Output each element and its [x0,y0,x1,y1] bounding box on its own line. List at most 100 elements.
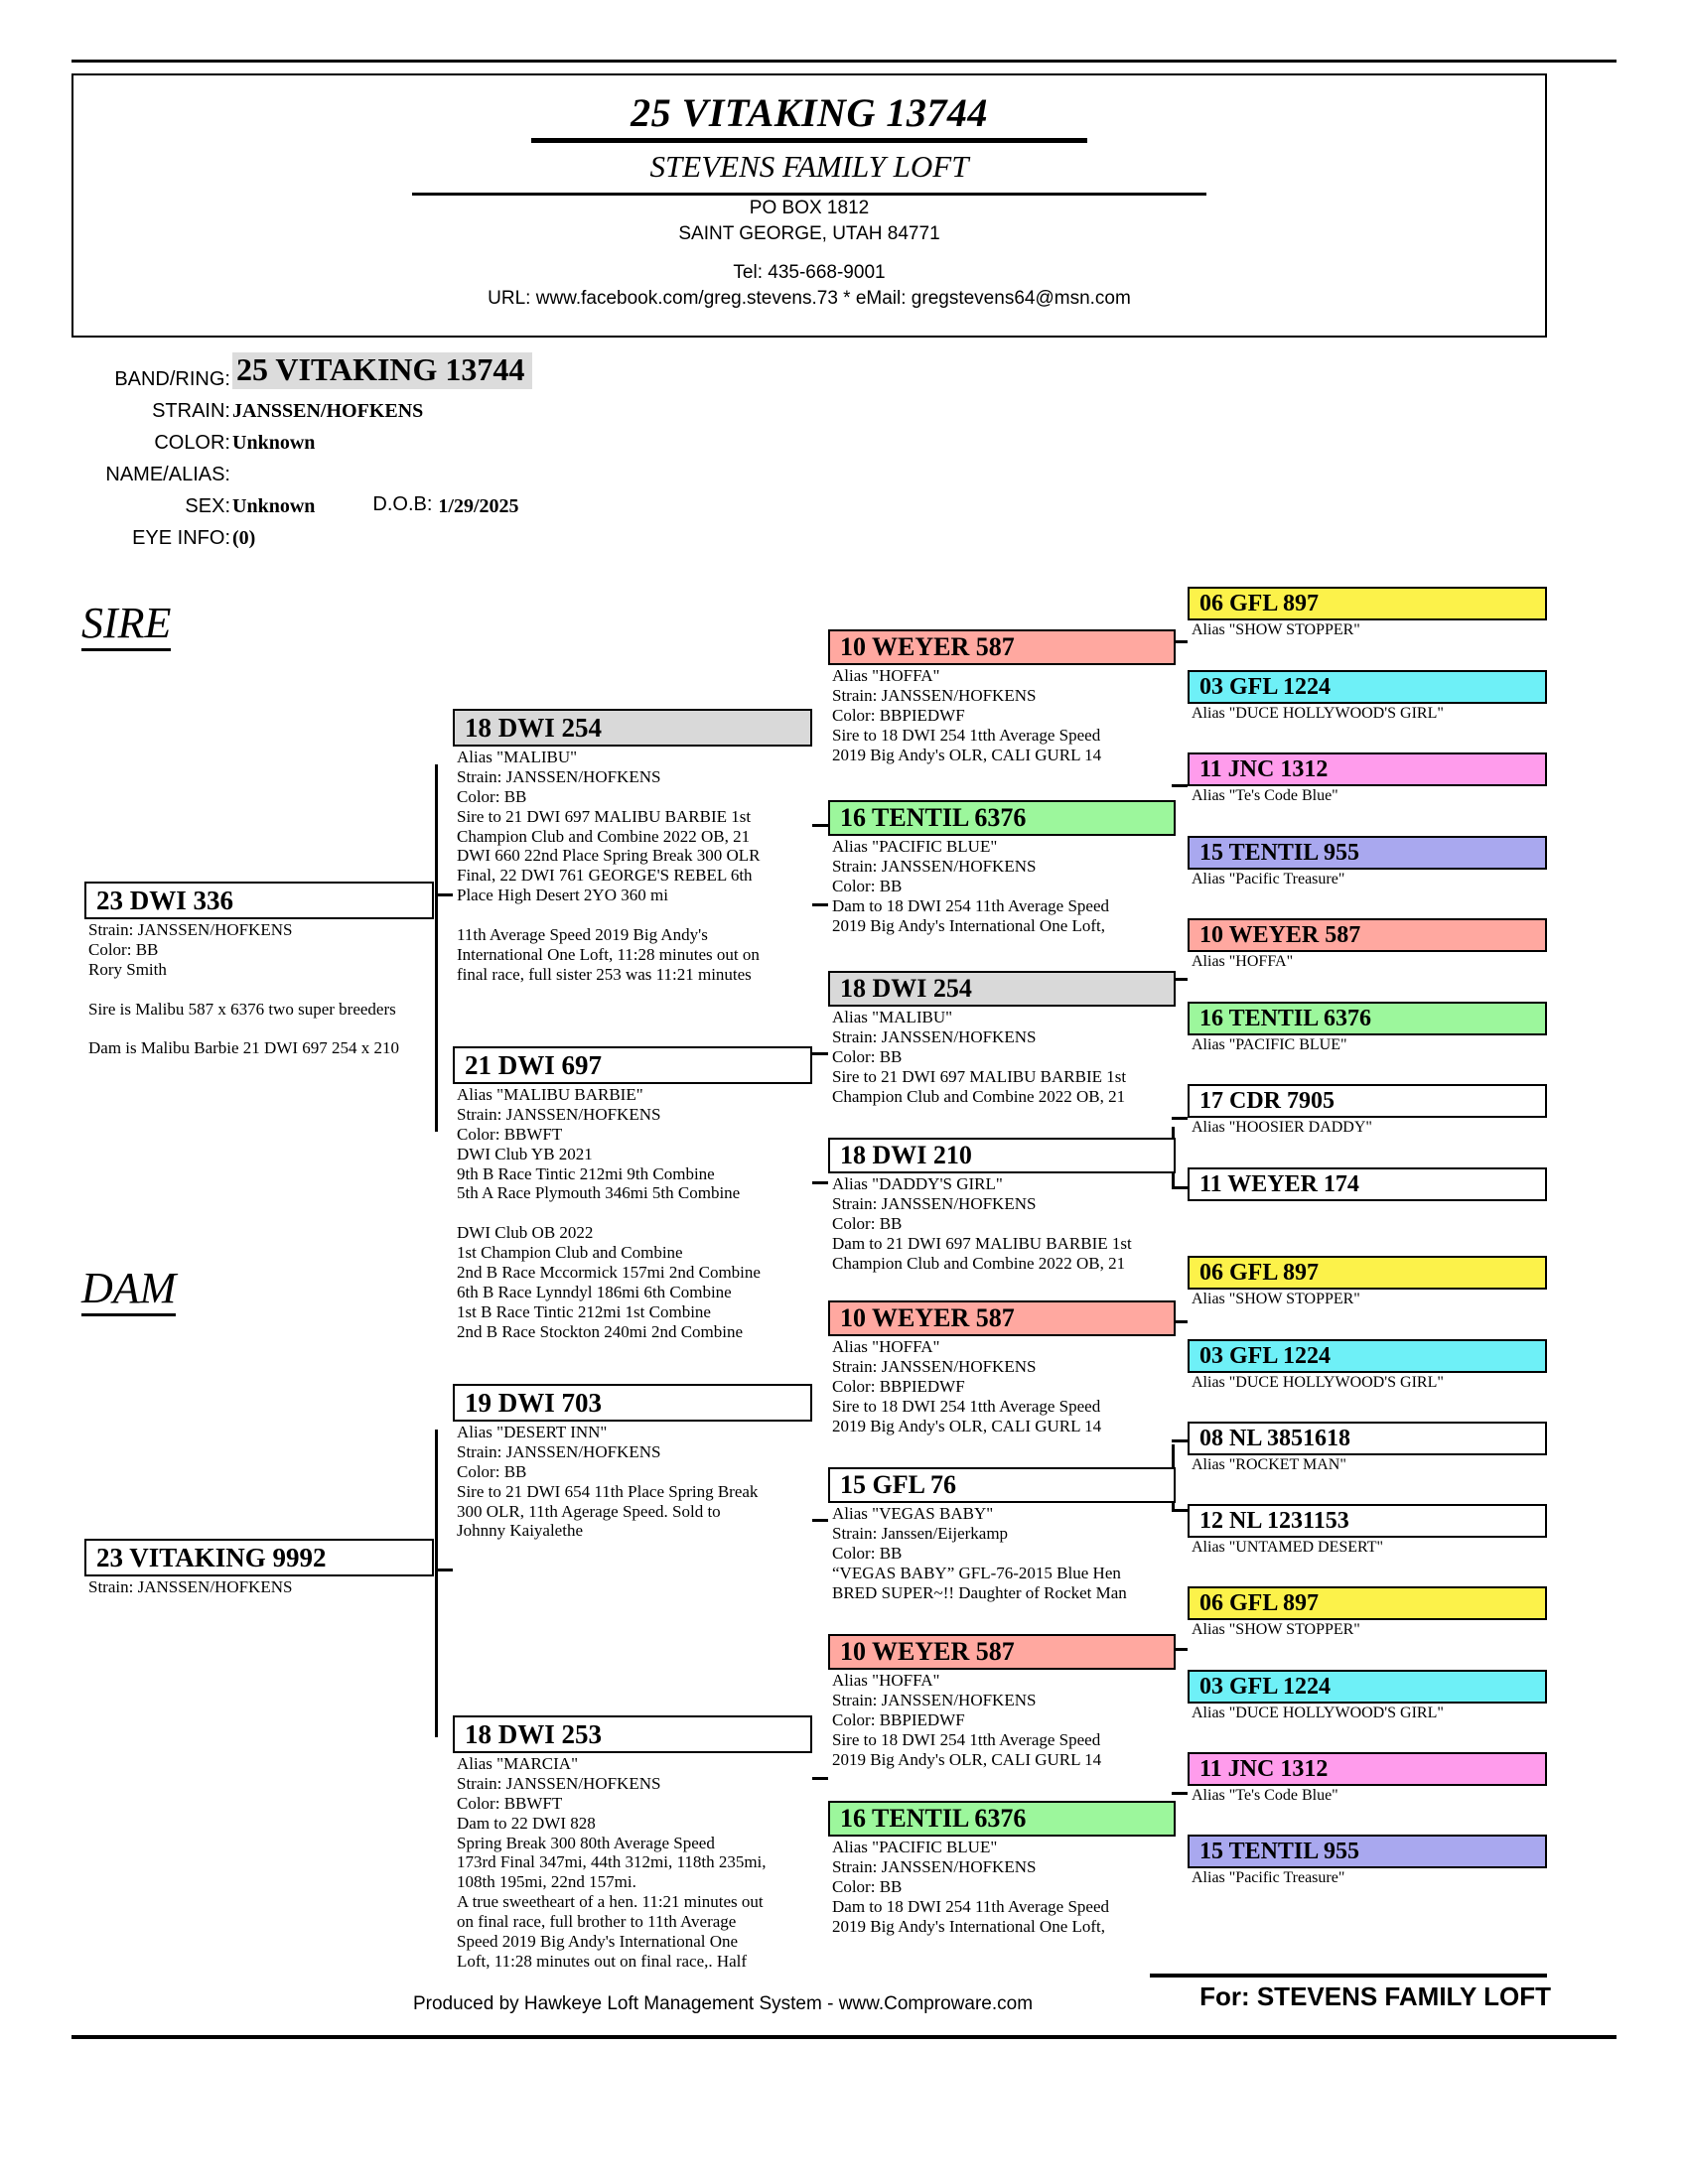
dam-gen4-body-5: Alias "SHOW STOPPER" [1192,1621,1360,1638]
sire-gen4-body-7: Alias "HOOSIER DADDY" [1192,1119,1372,1136]
eye-info-value: (0) [232,527,256,549]
sire-gen4-title-4: 15 TENTIL 955 [1188,836,1547,870]
dam-gen4-box-5[interactable]: 06 GFL 897 Alias "SHOW STOPPER" [1188,1586,1547,1640]
sire-gen4-body-3: Alias "Te's Code Blue" [1192,787,1338,804]
dam-gen4-body-3: Alias "ROCKET MAN" [1192,1456,1346,1473]
connector-g4-stub-8 [1172,1509,1188,1512]
sire-gen4-body-4: Alias "Pacific Treasure" [1192,871,1345,887]
sire-gen3-title-1: 10 WEYER 587 [828,629,1176,665]
strain-value: JANSSEN/HOFKENS [232,400,424,422]
sire-gen4-box-1[interactable]: 06 GFL 897 Alias "SHOW STOPPER" [1188,587,1547,640]
sire-gen1-box[interactable]: 23 DWI 336 Strain: JANSSEN/HOFKENS Color… [84,882,434,1058]
sire-gen4-body-6: Alias "PACIFIC BLUE" [1192,1036,1347,1053]
dam-gen2-sire-box[interactable]: 19 DWI 703 Alias "DESERT INN" Strain: JA… [453,1384,812,1541]
sire-gen4-box-8[interactable]: 11 WEYER 174 [1188,1167,1547,1202]
dam-gen4-title-2: 03 GFL 1224 [1188,1339,1547,1373]
dam-gen4-box-4[interactable]: 12 NL 1231153 Alias "UNTAMED DESERT" [1188,1504,1547,1558]
dam-gen4-title-7: 11 JNC 1312 [1188,1752,1547,1786]
footer-produced-by: Produced by Hawkeye Loft Management Syst… [412,1993,1034,2014]
connector-dam-703-stub [812,1519,828,1522]
sire-gen2-sire-title: 18 DWI 254 [453,709,812,747]
sire-gen4-box-3[interactable]: 11 JNC 1312 Alias "Te's Code Blue" [1188,752,1547,806]
sire-gen3-body-2: Alias "PACIFIC BLUE" Strain: JANSSEN/HOF… [832,837,1110,935]
dam-gen2-dam-box[interactable]: 18 DWI 253 Alias "MARCIA" Strain: JANSSE… [453,1715,812,1972]
sire-gen3-box-4[interactable]: 18 DWI 210 Alias "DADDY'S GIRL" Strain: … [828,1138,1176,1273]
dob-value: 1/29/2025 [438,495,519,517]
sire-gen2-sire-body: Alias "MALIBU" Strain: JANSSEN/HOFKENS C… [457,748,761,984]
dam-gen3-box-1[interactable]: 10 WEYER 587 Alias "HOFFA" Strain: JANSS… [828,1300,1176,1435]
dam-gen4-box-7[interactable]: 11 JNC 1312 Alias "Te's Code Blue" [1188,1752,1547,1806]
dam-gen2-dam-title: 18 DWI 253 [453,1715,812,1753]
dam-gen3-box-3[interactable]: 10 WEYER 587 Alias "HOFFA" Strain: JANSS… [828,1634,1176,1769]
connector-g4-stub-3 [1172,978,1188,981]
dam-gen1-box[interactable]: 23 VITAKING 9992 Strain: JANSSEN/HOFKENS [84,1539,434,1597]
bird-info-block: BAND/RING: 25 VITAKING 13744 STRAIN: JAN… [71,345,965,548]
dam-gen2-sire-title: 19 DWI 703 [453,1384,812,1422]
sire-gen3-box-1[interactable]: 10 WEYER 587 Alias "HOFFA" Strain: JANSS… [828,629,1176,764]
sire-gen4-title-3: 11 JNC 1312 [1188,752,1547,786]
strain-label: STRAIN: [152,400,230,422]
sire-gen2-dam-box[interactable]: 21 DWI 697 Alias "MALIBU BARBIE" Strain:… [453,1046,812,1341]
dam-gen3-title-1: 10 WEYER 587 [828,1300,1176,1336]
sire-gen4-body-1: Alias "SHOW STOPPER" [1192,621,1360,638]
dam-section-label: DAM [81,1263,177,1316]
sire-gen4-box-4[interactable]: 15 TENTIL 955 Alias "Pacific Treasure" [1188,836,1547,889]
loft-name: STEVENS FAMILY LOFT [649,149,969,184]
sex-label: SEX: [185,495,230,517]
header-top-rule [71,60,1617,63]
dam-gen4-body-6: Alias "DUCE HOLLYWOOD'S GIRL" [1192,1705,1444,1721]
footer-for-rule [1150,1974,1547,1978]
dam-gen3-body-4: Alias "PACIFIC BLUE" Strain: JANSSEN/HOF… [832,1838,1110,1936]
dam-gen4-body-2: Alias "DUCE HOLLYWOOD'S GIRL" [1192,1374,1444,1391]
dam-gen4-box-1[interactable]: 06 GFL 897 Alias "SHOW STOPPER" [1188,1256,1547,1309]
name-alias-label: NAME/ALIAS: [105,464,230,485]
connector-g4-stub-10 [1172,1792,1188,1795]
sire-gen4-body-8 [1188,1201,1547,1202]
sire-section-label: SIRE [81,598,172,651]
connector-g4-stub-9 [1172,1648,1188,1651]
sire-gen4-body-2: Alias "DUCE HOLLYWOOD'S GIRL" [1192,705,1444,722]
connector-g4-stub-4 [1172,1117,1188,1120]
dam-gen4-box-3[interactable]: 08 NL 3851618 Alias "ROCKET MAN" [1188,1422,1547,1475]
dam-gen3-box-4[interactable]: 16 TENTIL 6376 Alias "PACIFIC BLUE" Stra… [828,1801,1176,1936]
dam-gen4-body-1: Alias "SHOW STOPPER" [1192,1291,1360,1307]
connector-sire-254-stub2 [812,903,828,906]
loft-name-underline [412,193,1206,196]
connector-g4-stub-2 [1172,784,1188,787]
connector-sire-697-stub2 [812,1181,828,1184]
dam-gen4-title-3: 08 NL 3851618 [1188,1422,1547,1455]
header-box: 25 VITAKING 13744 STEVENS FAMILY LOFT PO… [71,73,1547,338]
sire-gen3-box-3[interactable]: 18 DWI 254 Alias "MALIBU" Strain: JANSSE… [828,971,1176,1106]
sire-gen4-box-6[interactable]: 16 TENTIL 6376 Alias "PACIFIC BLUE" [1188,1002,1547,1055]
connector-sire-gen2-vert [435,764,438,1132]
sire-gen2-dam-body: Alias "MALIBU BARBIE" Strain: JANSSEN/HO… [457,1085,761,1341]
sire-gen4-box-2[interactable]: 03 GFL 1224 Alias "DUCE HOLLYWOOD'S GIRL… [1188,670,1547,724]
eye-info-label: EYE INFO: [132,527,230,549]
footer-bottom-rule [71,2035,1617,2039]
dam-gen3-body-1: Alias "HOFFA" Strain: JANSSEN/HOFKENS Co… [832,1337,1102,1435]
dam-gen4-box-8[interactable]: 15 TENTIL 955 Alias "Pacific Treasure" [1188,1835,1547,1888]
sire-gen4-title-7: 17 CDR 7905 [1188,1084,1547,1118]
connector-sire-697-stub [812,1052,828,1055]
dam-gen4-body-7: Alias "Te's Code Blue" [1192,1787,1338,1804]
dam-gen4-title-6: 03 GFL 1224 [1188,1670,1547,1704]
eye-info-row: EYE INFO: (0) [71,516,965,548]
dam-gen4-title-4: 12 NL 1231153 [1188,1504,1547,1538]
dam-gen4-box-2[interactable]: 03 GFL 1224 Alias "DUCE HOLLYWOOD'S GIRL… [1188,1339,1547,1393]
dam-gen4-box-6[interactable]: 03 GFL 1224 Alias "DUCE HOLLYWOOD'S GIRL… [1188,1670,1547,1723]
color-row: COLOR: Unknown [71,421,965,453]
connector-sire-254-stub [812,824,828,827]
connector-sire-gen1-stub [435,893,453,896]
sire-gen4-box-7[interactable]: 17 CDR 7905 Alias "HOOSIER DADDY" [1188,1084,1547,1138]
sire-gen2-sire-box[interactable]: 18 DWI 254 Alias "MALIBU" Strain: JANSSE… [453,709,812,985]
dam-gen4-title-5: 06 GFL 897 [1188,1586,1547,1620]
dam-gen2-sire-body: Alias "DESERT INN" Strain: JANSSEN/HOFKE… [457,1423,759,1541]
contact-line: URL: www.facebook.com/greg.stevens.73 * … [488,287,1131,309]
dam-gen4-body-8: Alias "Pacific Treasure" [1192,1869,1345,1886]
sire-gen4-box-5[interactable]: 10 WEYER 587 Alias "HOFFA" [1188,918,1547,972]
sire-gen3-box-2[interactable]: 16 TENTIL 6376 Alias "PACIFIC BLUE" Stra… [828,800,1176,935]
connector-dam-253-stub [812,1777,828,1780]
dam-gen3-box-2[interactable]: 15 GFL 76 Alias "VEGAS BABY" Strain: Jan… [828,1467,1176,1602]
address-line-1: PO BOX 1812 [749,198,870,218]
dam-gen3-title-3: 10 WEYER 587 [828,1634,1176,1670]
